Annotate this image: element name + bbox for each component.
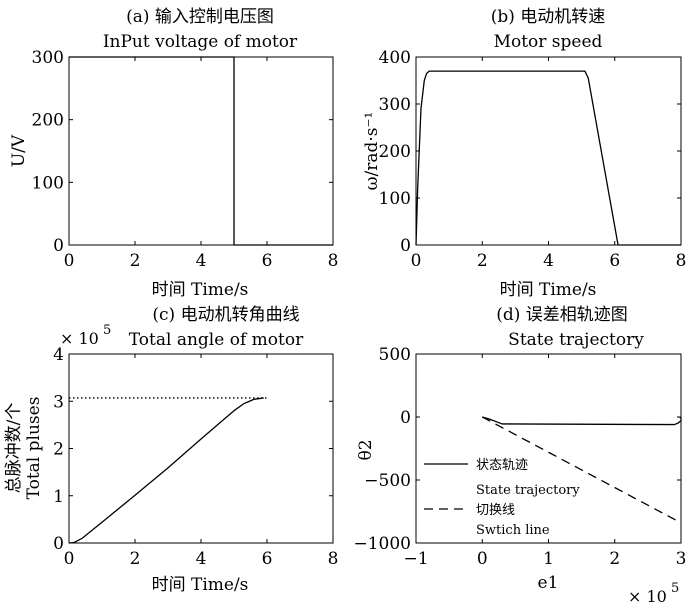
panel-d-y-tick-label: 500 <box>379 345 411 365</box>
panel-c-series-curve-0 <box>68 397 264 544</box>
legend-label-switch-en: Swtich line <box>476 523 550 538</box>
panel-c-x-tick-label: 8 <box>328 549 339 569</box>
panel-d-series-switch-line-1 <box>481 416 682 524</box>
panel-b-xlabel: 时间 Time/s <box>500 280 597 300</box>
panel-b-series-curve-0 <box>415 70 681 246</box>
panel-c-ylabel: 总脉冲数/个 <box>4 403 24 494</box>
panel-d-exponent: 5 <box>671 581 679 596</box>
panel-c-y-tick-label: 4 <box>53 345 64 365</box>
panel-c: (c) 电动机转角曲线 Total angle of motor × 10 5 … <box>4 305 338 595</box>
panel-c-xlabel: 时间 Time/s <box>152 575 249 595</box>
panel-a-ylabel: U/V <box>9 134 29 167</box>
panel-d-x-tick-label: 1 <box>543 549 554 569</box>
panel-b-x-tick-label: 0 <box>411 251 422 271</box>
panel-b-ylabel: ω/rad·s⁻¹ <box>362 112 382 191</box>
panel-d-x-tick-label: 0 <box>477 549 488 569</box>
panel-d-y-tick-label: −500 <box>364 471 411 491</box>
panel-b-title: (b) 电动机转速 <box>491 7 606 27</box>
panel-b-x-tick-label: 2 <box>477 251 488 271</box>
panel-a-x-tick-label: 6 <box>262 251 273 271</box>
panel-b-x-tick-label: 8 <box>676 251 687 271</box>
panel-c-ylabel-2: Total pluses <box>24 397 44 500</box>
panel-d: (d) 误差相轨迹图 State trajectory −1 0 1 2 3 −1000 −… <box>353 305 686 606</box>
panel-a-xlabel: 时间 Time/s <box>152 280 249 300</box>
panel-c-x-tick-label: 6 <box>262 549 273 569</box>
panel-c-x-tick-label: 2 <box>130 549 141 569</box>
legend-label-trajectory-en: State trajectory <box>476 483 580 498</box>
panel-a-x-tick-label: 4 <box>196 251 207 271</box>
panel-d-exponent-label: × 10 <box>628 587 667 606</box>
panel-a-plot-box <box>68 56 334 246</box>
panel-c-plot-box <box>68 353 334 544</box>
panel-c-y-tick-label: 3 <box>53 392 64 412</box>
panel-c-y-tick-label: 0 <box>53 534 64 554</box>
panel-a-title: (a) 输入控制电压图 <box>126 7 274 27</box>
panel-d-y-tick-label: −1000 <box>353 534 411 554</box>
panel-a-x-tick-label: 0 <box>64 251 75 271</box>
legend-label-trajectory-cn: 状态轨迹 <box>476 458 528 473</box>
panel-c-exponent-label: × 10 <box>60 329 99 348</box>
panel-b-y-tick-label: 400 <box>379 48 411 68</box>
panel-c-y-tick-label: 2 <box>53 440 64 460</box>
panel-b-y-tick-label: 0 <box>400 236 411 256</box>
panel-a-y-tick-label: 200 <box>32 111 64 131</box>
panel-b-y-tick-label: 300 <box>379 95 411 115</box>
panel-a-y-tick-label: 0 <box>53 236 64 256</box>
panel-d-series-curve-0 <box>482 416 682 426</box>
panel-d-title: (d) 误差相轨迹图 <box>496 305 628 325</box>
panel-c-x-tick-label: 4 <box>196 549 207 569</box>
panel-b-y-tick-label: 100 <box>379 189 411 209</box>
panel-d-y-tick-label: 0 <box>400 408 411 428</box>
panel-c-title: (c) 电动机转角曲线 <box>152 305 299 325</box>
panel-b-x-tick-label: 4 <box>543 251 554 271</box>
panel-a-y-tick-label: 300 <box>32 48 64 68</box>
panel-d-plot-box <box>415 353 682 544</box>
panel-b-plot-box <box>415 56 682 246</box>
panel-d-x-tick-label: −1 <box>403 549 428 569</box>
panel-b-x-tick-label: 6 <box>609 251 620 271</box>
panel-d-legend: 状态轨迹 State trajectory 切换线 Swtich line <box>424 458 580 538</box>
panel-a-subtitle: InPut voltage of motor <box>103 32 298 52</box>
panel-d-xlabel: e1 <box>538 573 559 593</box>
panel-c-exponent: 5 <box>103 323 111 338</box>
panel-b-subtitle: Motor speed <box>494 32 603 52</box>
panel-b-y-tick-label: 200 <box>379 142 411 162</box>
panel-b: (b) 电动机转速 Motor speed 0 2 4 6 8 0 100 200 300 400… <box>362 7 686 300</box>
panel-a-y-tick-label: 100 <box>32 173 64 193</box>
panel-d-ylabel: θ2 <box>356 439 376 460</box>
panel-d-x-tick-label: 2 <box>609 549 620 569</box>
panel-d-x-tick-label: 3 <box>676 549 687 569</box>
panel-a-x-tick-label: 2 <box>130 251 141 271</box>
panel-d-subtitle: State trajectory <box>508 330 644 350</box>
panel-a: (a) 输入控制电压图 InPut voltage of motor 0 2 4 6 8… <box>9 7 338 300</box>
panel-c-subtitle: Total angle of motor <box>129 330 304 350</box>
panel-a-x-tick-label: 8 <box>328 251 339 271</box>
legend-label-switch-cn: 切换线 <box>476 503 515 518</box>
panel-c-x-tick-label: 0 <box>64 549 75 569</box>
panel-c-y-tick-label: 1 <box>53 487 64 507</box>
panel-a-series-curve-0 <box>69 56 333 246</box>
